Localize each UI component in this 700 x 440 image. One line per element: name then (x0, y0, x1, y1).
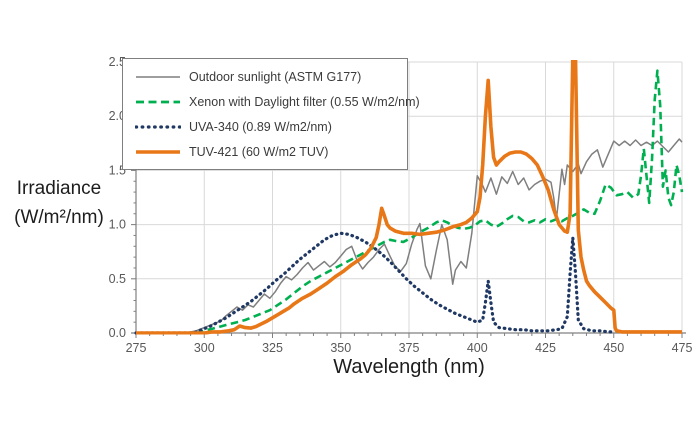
legend-label: Outdoor sunlight (ASTM G177) (189, 69, 362, 84)
y-tick-label: 0.5 (109, 272, 126, 286)
x-axis-title: Wavelength (nm) (333, 356, 485, 378)
x-tick-label: 475 (672, 341, 693, 355)
legend-item: UVA-340 (0.89 W/m2/nm) (135, 120, 399, 134)
series-uva-340-0-89-w-m2-nm (134, 231, 616, 335)
legend-solid-line-swatch (136, 149, 180, 154)
y-tick-label: 0.0 (109, 326, 126, 340)
x-tick-label: 425 (535, 341, 556, 355)
y-axis-title-line2: (W/m²/nm) (14, 207, 104, 228)
legend-item: Outdoor sunlight (ASTM G177) (135, 70, 399, 84)
y-tick-label: 2.0 (109, 109, 126, 123)
series-tuv-421-60-w-m2-tuv (136, 60, 682, 335)
x-tick-label: 375 (399, 341, 420, 355)
legend-box: Outdoor sunlight (ASTM G177) Xenon with D… (122, 58, 420, 170)
y-tick-label: 1.0 (109, 218, 126, 232)
series-outdoor-sunlight-astm-g177 (136, 138, 683, 334)
y-axis-title: Irradiance (W/m²/nm) (0, 174, 118, 232)
x-tick-label: 350 (330, 341, 351, 355)
legend-label: UVA-340 (0.89 W/m2/nm) (189, 119, 332, 134)
legend-dotted-line-swatch (135, 124, 181, 129)
legend-solid-line-swatch (136, 75, 180, 78)
legend-item: TUV-421 (60 W/m2 TUV) (135, 145, 399, 159)
legend-label: Xenon with Daylight filter (0.55 W/m2/nm… (189, 94, 420, 109)
x-tick-label: 275 (126, 341, 147, 355)
x-tick-label: 400 (467, 341, 488, 355)
y-axis-title-line1: Irradiance (16, 178, 102, 199)
y-tick-label: 2.5 (109, 55, 126, 69)
legend-dashed-line-swatch (136, 100, 180, 103)
y-tick-label: 1.5 (109, 163, 126, 177)
legend-item: Xenon with Daylight filter (0.55 W/m2/nm… (135, 95, 420, 109)
x-tick-label: 325 (262, 341, 283, 355)
legend-label: TUV-421 (60 W/m2 TUV) (189, 144, 329, 159)
x-tick-label: 450 (603, 341, 624, 355)
x-tick-label: 300 (194, 341, 215, 355)
